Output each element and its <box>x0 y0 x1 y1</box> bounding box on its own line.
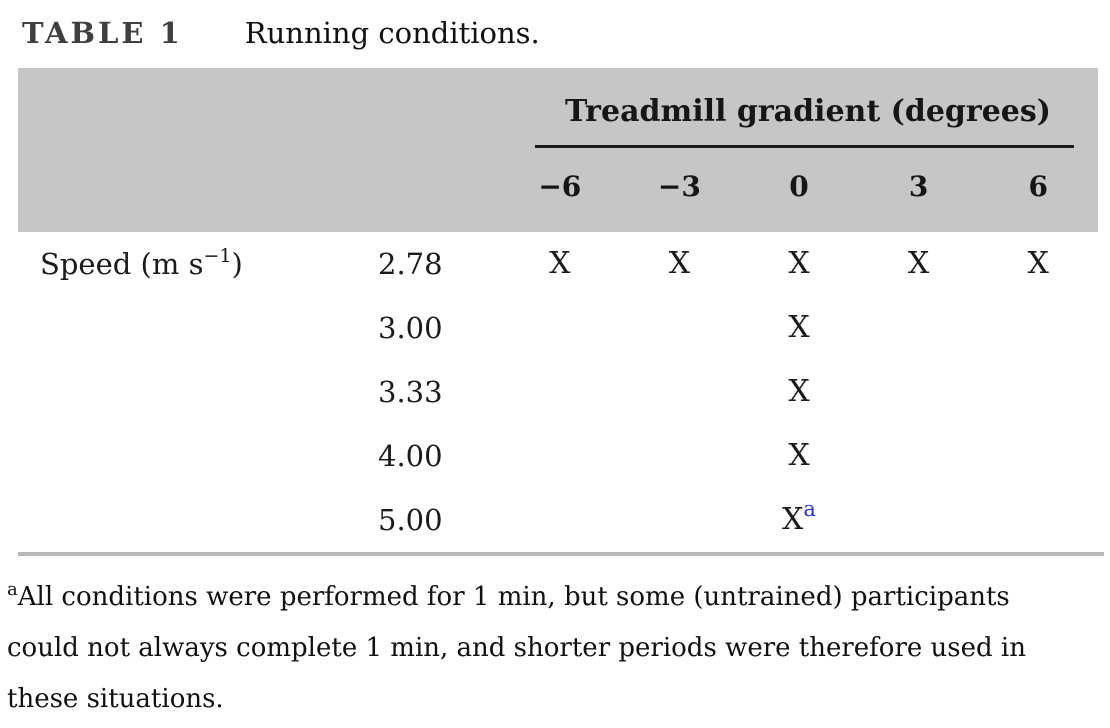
condition-mark-cell: X <box>739 424 859 488</box>
gradient-group-title: Treadmill gradient (degrees) <box>565 94 1051 129</box>
table-title: TABLE 1 Running conditions. <box>22 13 1110 53</box>
table-row: Speed (m s−1) 2.78 X X X X X <box>18 232 1098 296</box>
gradient-column-header: 0 <box>789 170 809 203</box>
empty-mark-cell <box>859 424 979 488</box>
header-spacer-speed-col <box>340 68 500 232</box>
row-label-unit-exponent: −1 <box>203 245 232 267</box>
row-group-label: Speed (m s−1) <box>18 232 340 296</box>
empty-mark-cell <box>859 296 979 360</box>
footnote-marker-superscript: a <box>803 497 816 521</box>
table-figure: TABLE 1 Running conditions. Treadmill gra… <box>0 13 1110 725</box>
condition-mark-cell: Xa <box>739 488 859 552</box>
condition-mark: X <box>788 310 810 345</box>
gradient-column-header: 3 <box>908 170 929 203</box>
speed-value-cell: 5.00 <box>378 503 443 537</box>
speed-value-cell: 3.00 <box>378 311 443 345</box>
empty-mark-cell <box>620 296 740 360</box>
condition-mark: X <box>788 374 810 409</box>
condition-mark-cell: X <box>620 232 740 296</box>
header-spacer-label-col <box>18 68 340 232</box>
row-label-prefix: Speed (m s <box>40 247 204 281</box>
footnote-text: All conditions were performed for 1 min,… <box>7 582 1026 714</box>
empty-mark-cell <box>620 360 740 424</box>
row-label-suffix: ) <box>231 247 243 281</box>
empty-mark-cell <box>500 296 620 360</box>
condition-mark: X <box>668 246 691 281</box>
gradient-header-rule <box>535 145 1074 148</box>
condition-mark: X <box>788 438 810 473</box>
condition-mark: X <box>907 246 930 281</box>
empty-mark-cell <box>978 296 1098 360</box>
table-row: 3.33 X <box>18 360 1098 424</box>
footnote: aAll conditions were performed for 1 min… <box>7 572 1047 725</box>
gradient-group-header: Treadmill gradient (degrees) −6 −3 0 3 6 <box>500 68 1098 232</box>
empty-mark-cell <box>500 424 620 488</box>
row-group-label <box>18 488 340 552</box>
empty-mark-cell <box>978 488 1098 552</box>
table-body: Speed (m s−1) 2.78 X X X X X 3.00 X 3.33 X 4.00 X 5.0… <box>18 232 1098 552</box>
condition-mark-cell: X <box>739 360 859 424</box>
condition-mark: X <box>782 502 804 537</box>
gradient-column-headers: −6 −3 0 3 6 <box>500 172 1098 202</box>
speed-value-cell: 3.33 <box>378 375 443 409</box>
gradient-column-header: −6 <box>538 170 582 203</box>
empty-mark-cell <box>978 424 1098 488</box>
condition-mark: X <box>1027 246 1049 281</box>
empty-mark-cell <box>500 488 620 552</box>
gradient-column-header: −3 <box>657 170 701 203</box>
row-group-label <box>18 360 340 424</box>
empty-mark-cell <box>859 488 979 552</box>
condition-mark-cell: X <box>978 232 1098 296</box>
condition-mark: X <box>549 246 571 281</box>
condition-mark-cell: X <box>859 232 979 296</box>
empty-mark-cell <box>859 360 979 424</box>
condition-mark-cell: X <box>739 296 859 360</box>
condition-mark-cell: X <box>739 232 859 296</box>
table-bottom-rule <box>18 552 1104 556</box>
empty-mark-cell <box>620 488 740 552</box>
table-header-band: Treadmill gradient (degrees) −6 −3 0 3 6 <box>18 68 1098 232</box>
empty-mark-cell <box>978 360 1098 424</box>
gradient-column-header: 6 <box>1028 170 1048 203</box>
footnote-marker: a <box>7 579 18 600</box>
condition-mark-cell: X <box>500 232 620 296</box>
empty-mark-cell <box>620 424 740 488</box>
condition-mark: X <box>788 246 810 281</box>
table-number-label: TABLE 1 <box>22 16 183 50</box>
table-row: 3.00 X <box>18 296 1098 360</box>
row-group-label <box>18 296 340 360</box>
table-row: 4.00 X <box>18 424 1098 488</box>
table-row: 5.00 Xa <box>18 488 1098 552</box>
table-caption: Running conditions. <box>244 16 540 50</box>
speed-value-cell: 2.78 <box>378 247 443 281</box>
speed-value-cell: 4.00 <box>378 439 443 473</box>
empty-mark-cell <box>500 360 620 424</box>
row-group-label <box>18 424 340 488</box>
